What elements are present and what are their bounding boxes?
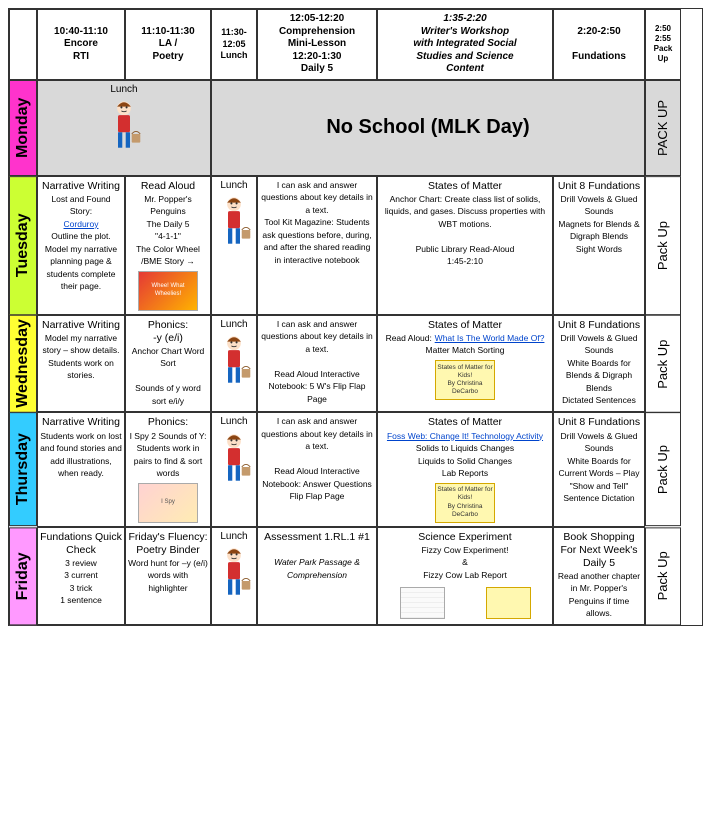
- thursday-comprehension: I can ask and answer questions about key…: [257, 412, 377, 526]
- tuesday-encore: Narrative Writing Lost and Found Story: …: [37, 176, 125, 315]
- header-fundations: 2:20-2:50 Fundations: [553, 9, 645, 80]
- boy-with-basket-icon: [216, 431, 252, 491]
- friday-comprehension: Assessment 1.RL.1 #1 Water Park Passage …: [257, 527, 377, 625]
- tuesday-packup: Pack Up: [645, 176, 681, 315]
- tuesday-writers: States of Matter Anchor Chart: Create cl…: [377, 176, 553, 315]
- day-thursday: Thursday: [9, 412, 37, 526]
- thursday-la: Phonics: I Spy 2 Sounds of Y: Students w…: [125, 412, 211, 526]
- thursday-lunch: Lunch: [211, 412, 257, 526]
- tuesday-comprehension: I can ask and answer questions about key…: [257, 176, 377, 315]
- boy-with-basket-icon: [216, 194, 252, 254]
- weekly-schedule-grid: 10:40-11:10 Encore RTI 11:10-11:30 LA / …: [8, 8, 703, 626]
- wednesday-lunch: Lunch: [211, 315, 257, 413]
- header-writers-workshop: 1:35-2:20 Writer's Workshop with Integra…: [377, 9, 553, 80]
- boy-with-basket-icon: [106, 98, 142, 158]
- boy-with-basket-icon: [216, 545, 252, 605]
- wednesday-writers: States of Matter Read Aloud: What Is The…: [377, 315, 553, 413]
- wednesday-fundations: Unit 8 Fundations Drill Vowels & Glued S…: [553, 315, 645, 413]
- corduroy-link[interactable]: Corduroy: [64, 219, 99, 229]
- tuesday-fundations: Unit 8 Fundations Drill Vowels & Glued S…: [553, 176, 645, 315]
- day-monday: Monday: [9, 80, 37, 176]
- header-lunch: 11:30- 12:05 Lunch: [211, 9, 257, 80]
- tuesday-lunch: Lunch: [211, 176, 257, 315]
- thursday-packup: Pack Up: [645, 412, 681, 526]
- wednesday-la: Phonics: -y (e/i) Anchor Chart Word Sort…: [125, 315, 211, 413]
- friday-la: Friday's Fluency: Poetry Binder Word hun…: [125, 527, 211, 625]
- thursday-writers: States of Matter Foss Web: Change It! Te…: [377, 412, 553, 526]
- states-of-matter-image: States of Matter for Kids! By Christina …: [435, 360, 495, 400]
- header-packup: 2:50 2:55 Pack Up: [645, 9, 681, 80]
- monday-lunch: Lunch: [37, 80, 211, 176]
- wednesday-encore: Narrative Writing Model my narrative sto…: [37, 315, 125, 413]
- lab-report-image: [400, 587, 445, 619]
- header-day: [9, 9, 37, 80]
- monday-no-school: No School (MLK Day): [211, 80, 645, 176]
- monday-packup: PACK UP: [645, 80, 681, 176]
- thursday-fundations: Unit 8 Fundations Drill Vowels & Glued S…: [553, 412, 645, 526]
- wheel-book-image: Whee! What Wheelies!: [138, 271, 198, 311]
- tuesday-la: Read Aloud Mr. Popper's Penguins The Dai…: [125, 176, 211, 315]
- boy-with-basket-icon: [216, 333, 252, 393]
- world-made-of-link[interactable]: What Is The World Made Of?: [435, 333, 545, 343]
- day-friday: Friday: [9, 527, 37, 625]
- thursday-encore: Narrative Writing Students work on lost …: [37, 412, 125, 526]
- friday-lunch: Lunch: [211, 527, 257, 625]
- header-encore: 10:40-11:10 Encore RTI: [37, 9, 125, 80]
- friday-writers: Science Experiment Fizzy Cow Experiment!…: [377, 527, 553, 625]
- states-of-matter-image: [486, 587, 531, 619]
- day-wednesday: Wednesday: [9, 315, 37, 413]
- friday-encore: Fundations Quick Check 3 review 3 curren…: [37, 527, 125, 625]
- states-of-matter-image: States of Matter for Kids! By Christina …: [435, 483, 495, 523]
- day-tuesday: Tuesday: [9, 176, 37, 315]
- wednesday-packup: Pack Up: [645, 315, 681, 413]
- friday-packup: Pack Up: [645, 527, 681, 625]
- i-spy-image: I Spy: [138, 483, 198, 523]
- friday-fundations: Book Shopping For Next Week's Daily 5 Re…: [553, 527, 645, 625]
- foss-web-link[interactable]: Foss Web: Change It! Technology Activity: [387, 431, 543, 441]
- header-la-poetry: 11:10-11:30 LA / Poetry: [125, 9, 211, 80]
- header-comprehension: 12:05-12:20 Comprehension Mini-Lesson 12…: [257, 9, 377, 80]
- wednesday-comprehension: I can ask and answer questions about key…: [257, 315, 377, 413]
